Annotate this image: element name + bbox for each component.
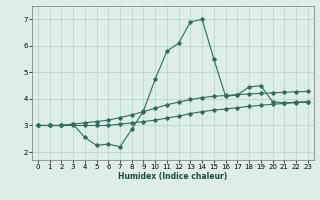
X-axis label: Humidex (Indice chaleur): Humidex (Indice chaleur) — [118, 172, 228, 181]
